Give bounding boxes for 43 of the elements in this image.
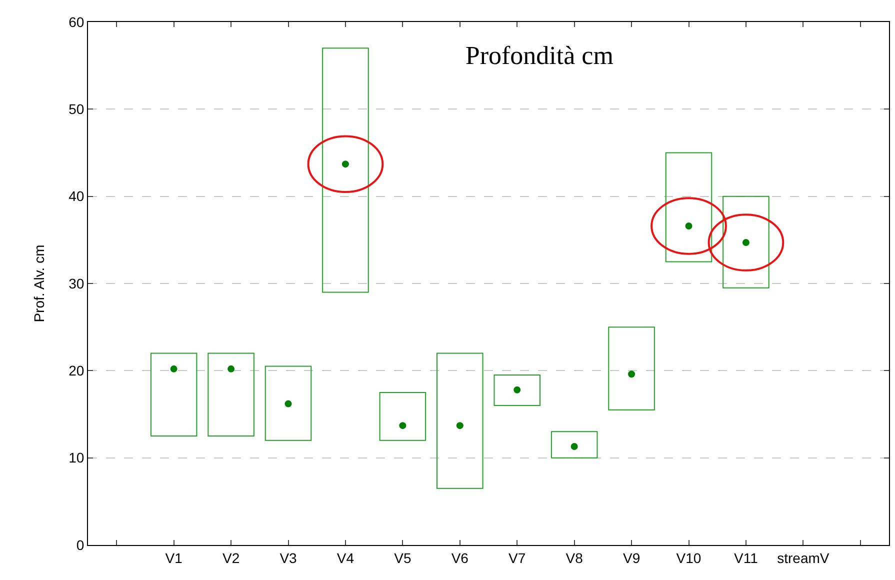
x-tick-label: V1 <box>165 550 183 566</box>
point <box>170 365 178 372</box>
bar <box>322 48 369 293</box>
point <box>399 422 406 430</box>
x-tick-label: V7 <box>508 550 526 566</box>
point <box>514 386 521 394</box>
x-tick-label: V8 <box>566 550 584 566</box>
point <box>570 443 578 450</box>
x-tick-label: V4 <box>336 550 354 566</box>
point <box>342 160 349 168</box>
y-tick-label: 20 <box>68 362 84 379</box>
point <box>228 365 235 372</box>
x-tick-label: V10 <box>676 550 702 566</box>
y-tick-label: 50 <box>68 101 84 118</box>
y-tick-label: 30 <box>68 275 84 292</box>
bar <box>379 392 426 441</box>
point <box>284 400 292 408</box>
x-tick-label: V3 <box>280 550 298 566</box>
point <box>685 222 692 230</box>
point <box>742 239 750 246</box>
bar <box>150 352 198 437</box>
x-tick-label: V2 <box>222 550 240 566</box>
point <box>456 422 464 430</box>
x-tick-label: V9 <box>622 550 640 566</box>
x-tick-label: V11 <box>734 550 758 566</box>
y-tick-label: 40 <box>68 188 84 204</box>
y-tick-label: 60 <box>68 14 84 30</box>
bar <box>722 196 770 288</box>
bar <box>550 431 598 458</box>
y-tick-label: 10 <box>68 450 84 466</box>
x-tick-label: streamV <box>777 550 830 566</box>
bar <box>494 374 540 406</box>
bar <box>608 326 655 410</box>
bar <box>264 366 312 441</box>
x-tick-label: V5 <box>394 550 412 566</box>
bar <box>436 352 484 489</box>
text: Profondità cm <box>465 41 614 70</box>
y-tick-label: 0 <box>76 536 84 553</box>
point <box>628 370 636 378</box>
y-axis-title: Prof. Alv. cm <box>31 244 48 322</box>
x-tick-label: V6 <box>451 550 469 566</box>
bar <box>208 352 254 437</box>
bar <box>665 152 712 262</box>
